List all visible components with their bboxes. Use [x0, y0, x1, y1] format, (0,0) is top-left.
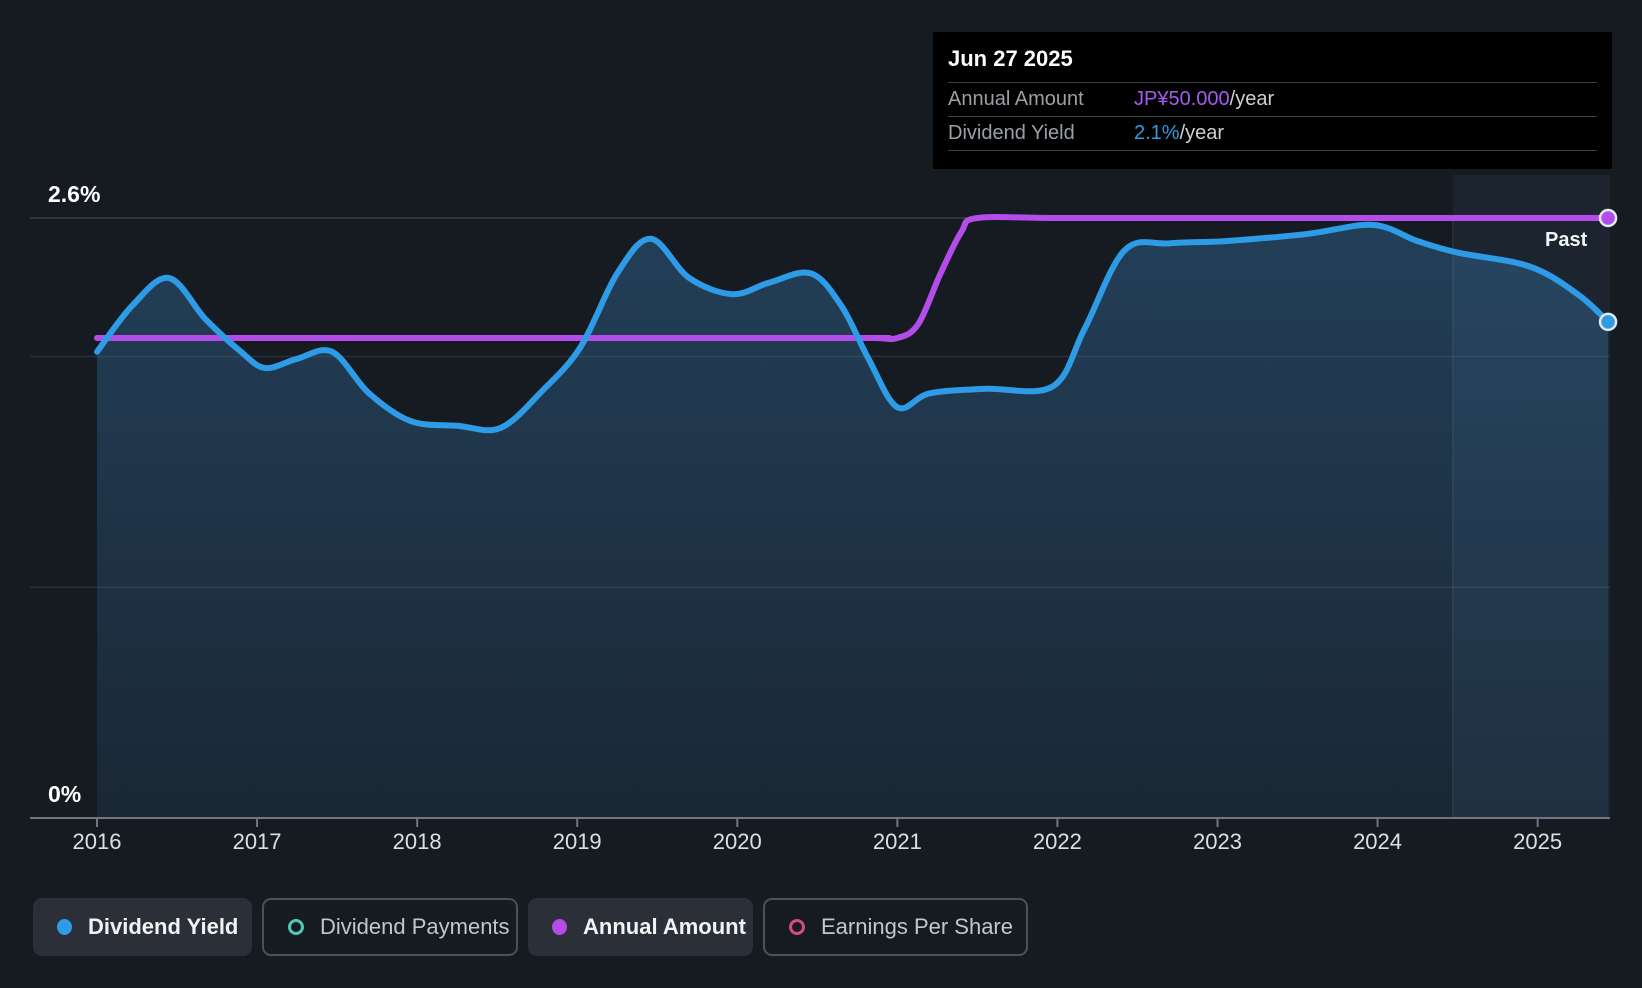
- legend-label: Earnings Per Share: [821, 914, 1013, 939]
- legend-ring-icon: [789, 919, 805, 935]
- legend-label: Dividend Yield: [88, 914, 239, 939]
- legend-button-annual-amount[interactable]: Annual Amount: [528, 898, 753, 956]
- tooltip-row-label: Dividend Yield: [948, 122, 1075, 144]
- legend-label: Dividend Payments: [320, 914, 510, 939]
- tooltip-row-suffix: /year: [1229, 88, 1275, 110]
- x-axis-label: 2024: [1353, 829, 1403, 854]
- annual-amount-line: [94, 213, 1612, 343]
- tooltip: Jun 27 2025 Annual Amount JP¥50.000/year…: [933, 32, 1612, 169]
- legend-button-dividend-yield[interactable]: Dividend Yield: [33, 898, 252, 956]
- tooltip-row-annual-amount: Annual Amount JP¥50.000/year: [948, 83, 1597, 117]
- legend-dot-icon: [552, 919, 567, 935]
- dividend-yield-end-marker: [1598, 312, 1618, 332]
- x-axis-label: 2018: [392, 829, 442, 854]
- tooltip-row-value: 2.1%: [1134, 122, 1180, 144]
- x-axis-label: 2021: [872, 829, 922, 854]
- dividend-yield-line: [94, 221, 1612, 434]
- tooltip-row-label: Annual Amount: [948, 88, 1084, 110]
- x-axis-label: 2017: [232, 829, 282, 854]
- x-axis-label: 2016: [72, 829, 122, 854]
- tooltip-date: Jun 27 2025: [948, 32, 1597, 83]
- y-axis-label: 0%: [48, 781, 82, 807]
- x-axis-label: 2020: [712, 829, 762, 854]
- dividend-yield-area: [97, 224, 1609, 819]
- x-axis-label: 2025: [1513, 829, 1563, 854]
- chart-legend: Dividend Yield Dividend Payments Annual Am…: [0, 898, 1642, 956]
- annual-amount-end-marker: [1598, 208, 1618, 228]
- x-axis-label: 2023: [1193, 829, 1242, 854]
- y-axis-label: 2.6%: [48, 180, 101, 207]
- tooltip-row-suffix: /year: [1179, 122, 1225, 144]
- legend-dot-icon: [57, 919, 72, 935]
- legend-button-earnings-per-share[interactable]: Earnings Per Share: [763, 898, 1028, 956]
- x-axis-label: 2022: [1032, 829, 1082, 854]
- legend-ring-icon: [288, 919, 304, 935]
- tooltip-row-value: JP¥50.000: [1134, 88, 1230, 110]
- legend-button-dividend-payments[interactable]: Dividend Payments: [262, 898, 518, 956]
- past-label: Past: [1545, 229, 1588, 251]
- legend-label: Annual Amount: [583, 914, 746, 939]
- x-axis-label: 2019: [552, 829, 602, 854]
- tooltip-row-dividend-yield: Dividend Yield 2.1%/year: [948, 117, 1597, 151]
